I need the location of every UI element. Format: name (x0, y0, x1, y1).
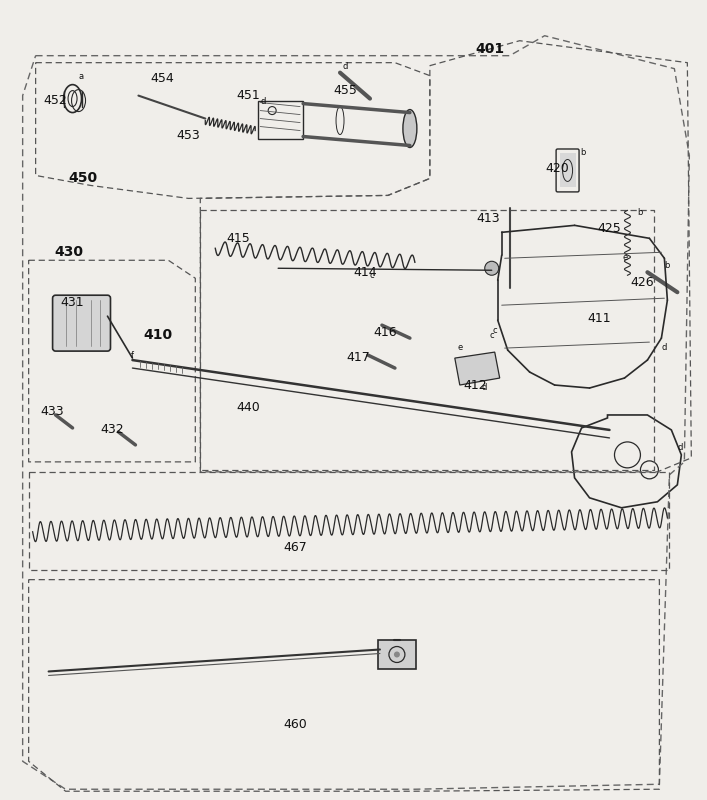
Text: 410: 410 (144, 328, 173, 342)
Text: e: e (622, 254, 628, 262)
Text: 430: 430 (54, 246, 83, 259)
Text: 414: 414 (354, 266, 377, 278)
Text: c: c (490, 331, 494, 340)
Ellipse shape (68, 90, 77, 106)
Polygon shape (455, 352, 500, 385)
Text: d: d (677, 443, 683, 452)
Text: 426: 426 (631, 276, 654, 289)
Text: 415: 415 (226, 232, 250, 245)
Text: 450: 450 (68, 171, 97, 186)
Text: 412: 412 (463, 378, 486, 391)
Text: c: c (370, 271, 375, 280)
Text: d: d (260, 97, 266, 106)
Text: 416: 416 (373, 326, 397, 338)
Text: 432: 432 (100, 423, 124, 437)
Circle shape (394, 651, 400, 658)
Circle shape (485, 262, 498, 275)
Text: 401: 401 (475, 42, 504, 56)
Text: a: a (78, 72, 83, 81)
Bar (258, 101, 303, 138)
Text: f: f (130, 351, 134, 360)
Ellipse shape (403, 110, 417, 147)
FancyBboxPatch shape (52, 295, 110, 351)
Text: 467: 467 (284, 542, 307, 554)
Text: 431: 431 (61, 296, 84, 309)
Text: 411: 411 (588, 312, 612, 325)
Text: 453: 453 (177, 129, 200, 142)
Text: d: d (481, 383, 487, 392)
Text: 420: 420 (546, 162, 569, 175)
Text: 455: 455 (333, 84, 357, 97)
Text: c: c (493, 326, 497, 335)
Text: 451: 451 (236, 89, 260, 102)
Text: e: e (458, 343, 463, 352)
Text: d: d (661, 343, 667, 352)
Text: 440: 440 (236, 402, 260, 414)
Text: 433: 433 (41, 406, 64, 418)
FancyBboxPatch shape (378, 639, 416, 670)
Text: 454: 454 (151, 72, 174, 85)
Text: 425: 425 (597, 222, 621, 235)
Text: d: d (342, 62, 347, 70)
Text: 417: 417 (346, 350, 370, 363)
Text: 413: 413 (476, 212, 500, 225)
Text: b: b (665, 262, 670, 270)
Bar (560, 154, 575, 187)
Text: 452: 452 (44, 94, 67, 107)
Text: b: b (580, 149, 586, 158)
Text: b: b (638, 208, 643, 218)
Text: 460: 460 (284, 718, 307, 731)
